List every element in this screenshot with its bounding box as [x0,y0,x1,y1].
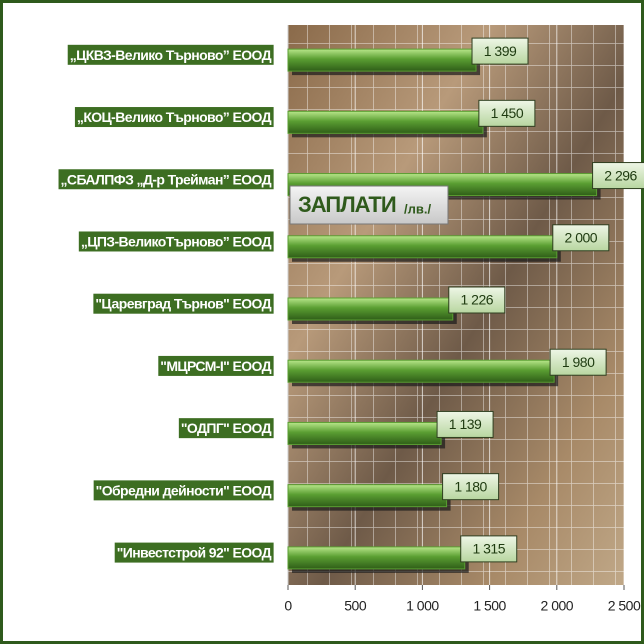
value-label: 1 226 [461,292,494,308]
category-label-background [178,418,274,439]
y-tick-label: "Царевград Търнов" ЕООД [95,296,271,312]
category-label-background [114,542,274,563]
bar [287,421,442,445]
y-tick-label: "МЦРСМ-I" ЕООД [160,358,271,374]
category-label-background [58,169,274,190]
bar [287,359,555,383]
title-box: ЗАПЛАТИ /лв./ [289,185,449,225]
value-label: 1 399 [484,43,517,59]
title-background [289,185,449,225]
x-tick-label: 500 [344,598,367,614]
value-label-box [460,535,518,563]
value-label-box [448,286,506,314]
chart-title: ЗАПЛАТИ [298,192,396,217]
value-label: 1 450 [491,105,524,121]
category-label-background [74,107,274,128]
y-tick-label: „СБАЛПФЗ „Д-р Трейман” ЕООД [61,171,272,187]
y-tick-label: "Инвестстрой 92" ЕООД [117,545,272,561]
value-label-box [436,410,494,438]
value-label: 1 315 [472,541,505,557]
value-label-box [549,348,607,376]
bar [287,546,466,570]
value-label: 1 980 [562,354,595,370]
x-tick-label: 2 000 [541,598,574,614]
category-label-background [67,44,274,65]
y-tick-label: "ОДПГ" ЕООД [181,420,272,436]
category-label-background [93,293,274,314]
value-label: 1 139 [449,416,482,432]
value-label-box [471,37,529,65]
bar [287,48,477,72]
value-label-box [552,224,610,252]
value-label: 2 000 [565,229,598,245]
unit: /лв./ [404,201,431,216]
bar [287,110,484,134]
y-tick-label: "Обредни дейности" ЕООД [96,482,272,498]
category-label-background [158,355,274,376]
value-label: 1 180 [454,478,487,494]
bar [287,484,448,508]
y-tick-label: „ЦКВЗ-Велико Търново” ЕООД [70,47,272,63]
value-label-box [478,99,536,127]
y-tick-label: „ЦПЗ-ВеликоТърново” ЕООД [81,233,272,249]
x-tick-label: 0 [284,598,292,614]
value-label-box [592,162,644,190]
bar [287,235,558,259]
value-label: 2 296 [604,167,637,183]
category-label-background [93,480,274,501]
x-tick-label: 1 500 [473,598,506,614]
y-tick-label: „КОЦ-Велико Търново” ЕООД [77,109,272,125]
category-label-background [78,231,274,252]
value-label-box [442,473,500,501]
bar [287,297,454,321]
x-tick-label: 2 500 [608,598,641,614]
x-tick-label: 1 000 [406,598,439,614]
